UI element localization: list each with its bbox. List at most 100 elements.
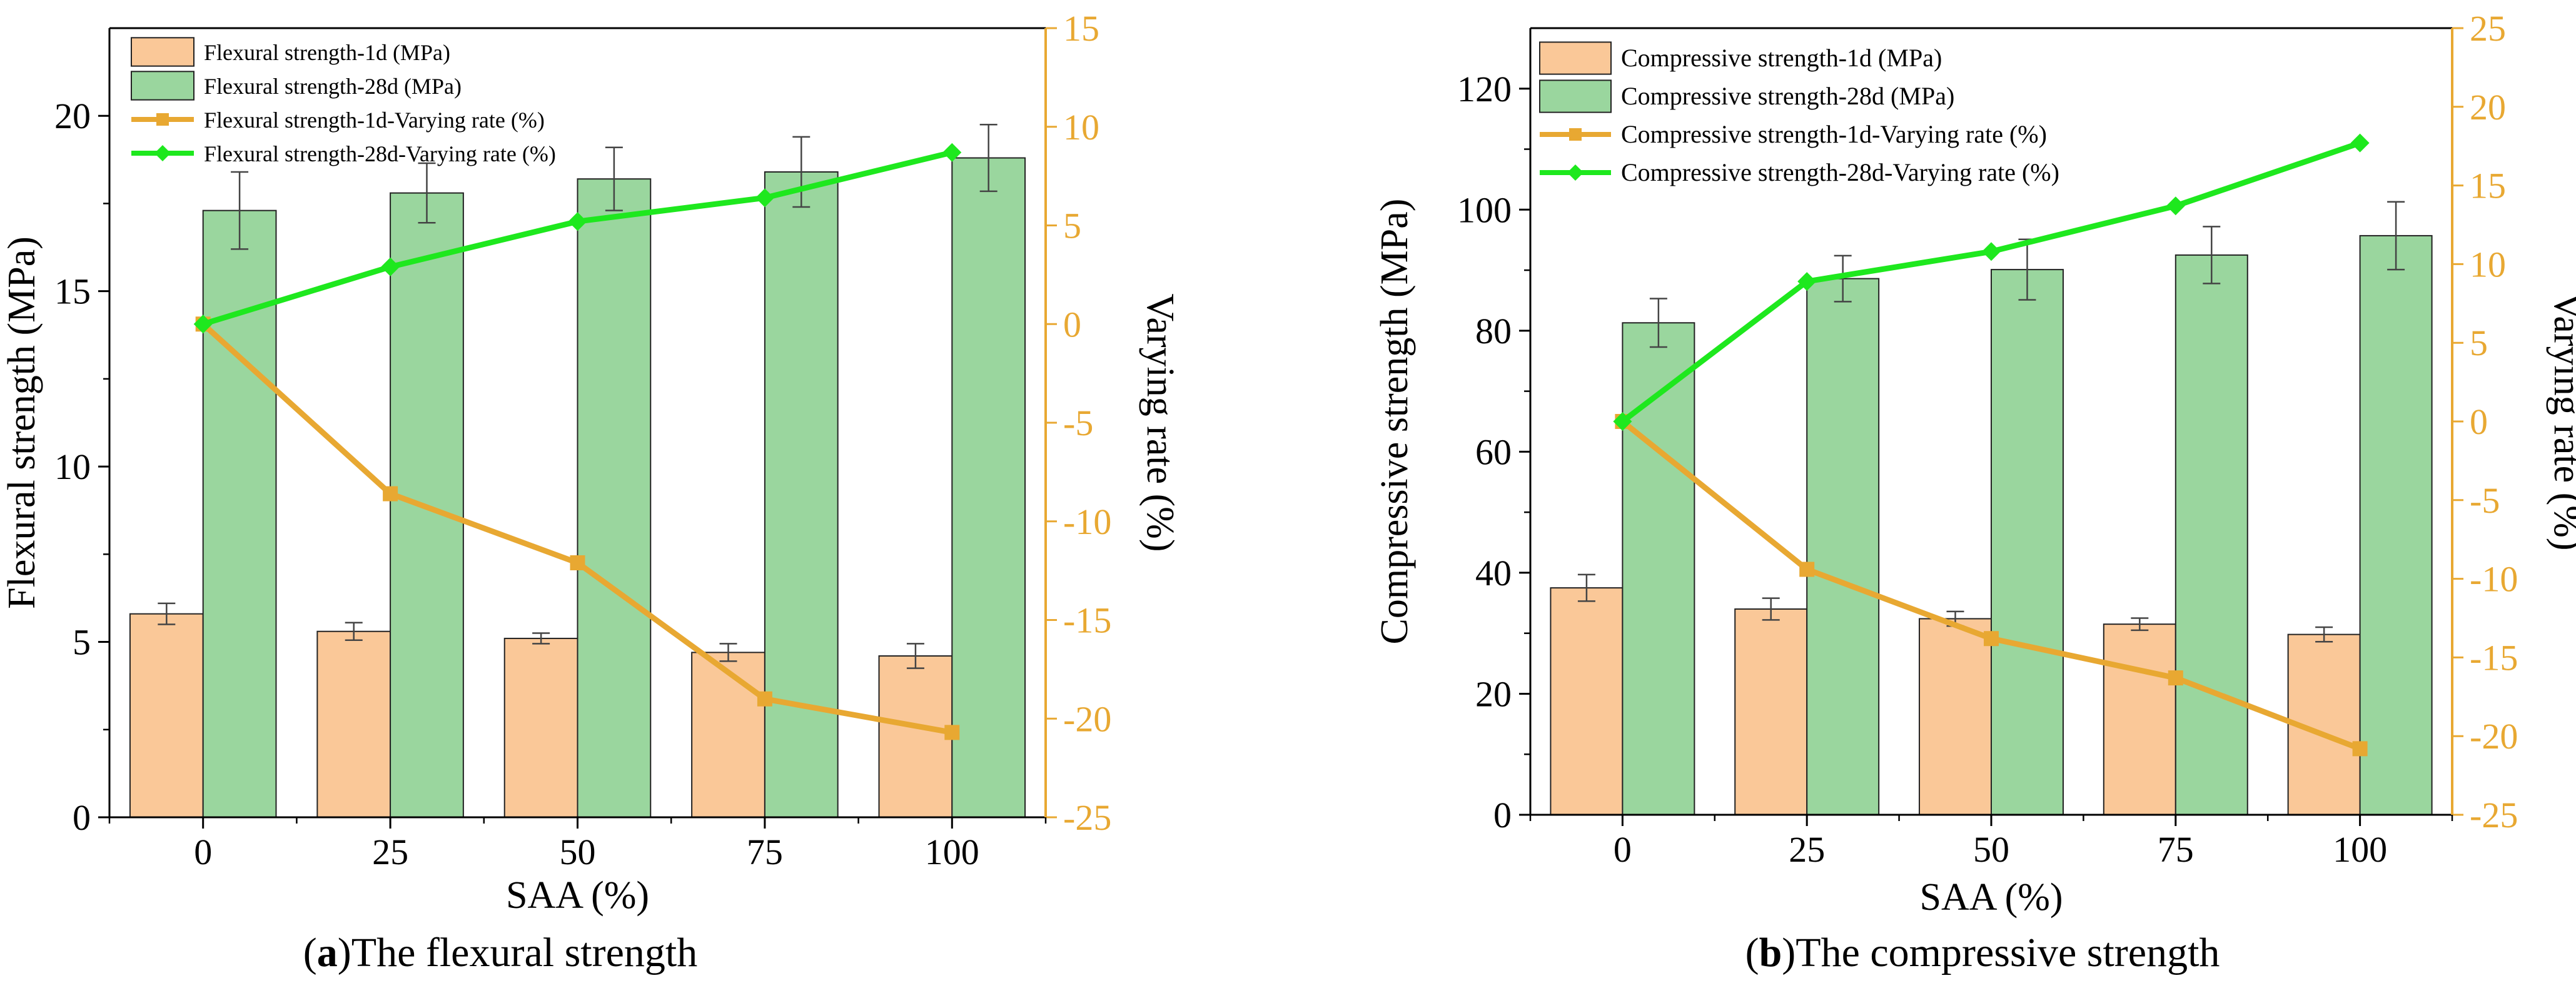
y2-tick-label--20: -20 [2470, 716, 2518, 757]
bar-28d-75 [2174, 254, 2248, 815]
legend-label-0: Compressive strength-1d (MPa) [1621, 44, 1942, 72]
y2-tick-label-10: 10 [1063, 107, 1099, 148]
y-axis-title: Compressive strength (MPa) [1373, 199, 1416, 645]
y-tick-label-60: 60 [1475, 431, 1512, 472]
y2-tick-label-5: 5 [1063, 206, 1081, 246]
error-bar-28d-75 [792, 136, 811, 208]
y-tick-label-0: 0 [1493, 795, 1512, 835]
bar-28d-75 [764, 171, 839, 818]
y2-tick-label-20: 20 [2470, 87, 2506, 128]
legend-label-2: Compressive strength-1d-Varying rate (%) [1621, 120, 2047, 148]
x-axis-title: SAA (%) [506, 874, 649, 917]
marker-1d-rate-75 [2168, 670, 2183, 686]
bar-1d-100 [878, 655, 953, 818]
bar-1d-75 [691, 652, 765, 818]
y-tick-label-20: 20 [1475, 673, 1512, 714]
error-bar-1d-75 [2131, 617, 2149, 632]
x-tick-label-50: 50 [1973, 829, 2009, 870]
bar-28d-100 [2359, 234, 2433, 815]
legend-label-3: Compressive strength-28d-Varying rate (%… [1621, 158, 2059, 186]
error-bar-28d-0 [231, 171, 249, 250]
marker-28d-rate-50 [1982, 242, 2001, 261]
y2-tick-label--5: -5 [2470, 480, 2500, 521]
y2-tick-label-15: 15 [2470, 166, 2506, 206]
y2-tick-label--15: -15 [1063, 600, 1111, 641]
marker-1d-rate-25 [383, 486, 398, 502]
marker-28d-rate-75 [2166, 196, 2185, 216]
marker-1d-rate-75 [757, 691, 772, 707]
bar-28d-0 [202, 209, 277, 818]
legend: Flexural strength-1d (MPa) Flexural stren… [131, 37, 556, 166]
panel-b-compressive: 0 20 40 60 80 100 120 -25 -20 -15 -10 -5 0 5 10 15 20 25 0… [1373, 8, 2576, 975]
panel-caption: (b)The compressive strength [1745, 930, 2220, 975]
y2-tick-label-15: 15 [1063, 8, 1099, 49]
bar-1d-50 [503, 637, 578, 818]
y-tick-label-5: 5 [73, 622, 91, 663]
panel-caption-text: The compressive strength [1796, 930, 2220, 975]
y2-tick-label--25: -25 [1063, 797, 1111, 838]
legend-label-2: Flexural strength-1d-Varying rate (%) [204, 108, 545, 133]
legend-label-3: Flexural strength-28d-Varying rate (%) [204, 141, 556, 166]
y2-tick-label-25: 25 [2470, 8, 2506, 49]
x-axis-title: SAA (%) [1919, 876, 2063, 919]
y2-tick-label--25: -25 [2470, 795, 2518, 835]
bar-28d-0 [1622, 322, 1695, 815]
marker-28d-rate-100 [942, 143, 962, 162]
panel-a-flexural: 0 5 10 15 20 -25 -20 -15 -10 -5 0 5 10 15 0 25 50 75 100 SA… [1, 8, 1181, 975]
x-tick-label-25: 25 [1789, 829, 1825, 870]
y-tick-label-0: 0 [73, 797, 91, 838]
y-tick-label-100: 100 [1457, 189, 1512, 230]
y2-tick-label-10: 10 [2470, 244, 2506, 285]
x-tick-label-100: 100 [2333, 829, 2387, 870]
error-bar-1d-100 [906, 643, 924, 669]
error-bar-1d-0 [158, 602, 176, 625]
y2-tick-label--5: -5 [1063, 403, 1093, 443]
x-tick-label-100: 100 [925, 832, 979, 872]
marker-28d-rate-50 [568, 212, 587, 231]
panel-letter: b [1759, 930, 1782, 975]
error-bar-28d-0 [1649, 298, 1667, 348]
y2-tick-label--10: -10 [1063, 502, 1111, 542]
y-tick-label-120: 120 [1457, 69, 1512, 109]
marker-28d-rate-0 [193, 315, 213, 334]
error-bar-28d-75 [2203, 226, 2221, 285]
y2-tick-label-0: 0 [1063, 304, 1081, 345]
y2-axis-title: Varying rate (%) [2546, 292, 2576, 550]
error-bar-1d-25 [345, 622, 363, 641]
y2-tick-label-5: 5 [2470, 323, 2488, 363]
legend-swatch-0 [1539, 41, 1612, 75]
marker-1d-rate-100 [944, 725, 960, 740]
y2-tick-label--10: -10 [2470, 559, 2518, 600]
x-tick-label-75: 75 [2158, 829, 2194, 870]
bar-1d-25 [1734, 608, 1808, 815]
bar-1d-0 [129, 613, 204, 818]
marker-1d-rate-100 [2352, 741, 2368, 757]
bar-28d-25 [1806, 278, 1880, 815]
legend-marker-2 [1569, 128, 1582, 141]
legend-label-0: Flexural strength-1d (MPa) [204, 40, 450, 65]
panel-caption-text: The flexural strength [351, 930, 697, 975]
y-axis-title: Flexural strength (MPa) [1, 236, 43, 609]
panel-letter: a [317, 930, 338, 975]
y-tick-label-10: 10 [54, 446, 91, 487]
error-bar-1d-50 [532, 632, 550, 645]
marker-28d-rate-25 [381, 257, 400, 276]
legend-marker-3 [1567, 164, 1583, 181]
error-bar-1d-25 [1762, 597, 1780, 621]
panel-caption: (a)The flexural strength [303, 930, 697, 975]
x-tick-label-0: 0 [1614, 829, 1632, 870]
bar-28d-100 [951, 157, 1026, 818]
x-tick-label-75: 75 [747, 832, 783, 872]
legend-label-1: Compressive strength-28d (MPa) [1621, 82, 1954, 110]
legend-marker-2 [156, 113, 169, 126]
error-bar-1d-75 [719, 643, 737, 662]
y-tick-label-80: 80 [1475, 311, 1512, 351]
y-tick-label-40: 40 [1475, 553, 1512, 593]
legend-swatch-1 [1539, 79, 1612, 113]
marker-1d-rate-50 [1984, 631, 1999, 647]
marker-28d-rate-100 [2350, 133, 2370, 153]
y2-axis-title: Varying rate (%) [1139, 293, 1181, 552]
error-bar-1d-100 [2315, 626, 2333, 643]
x-tick-label-0: 0 [194, 832, 212, 872]
